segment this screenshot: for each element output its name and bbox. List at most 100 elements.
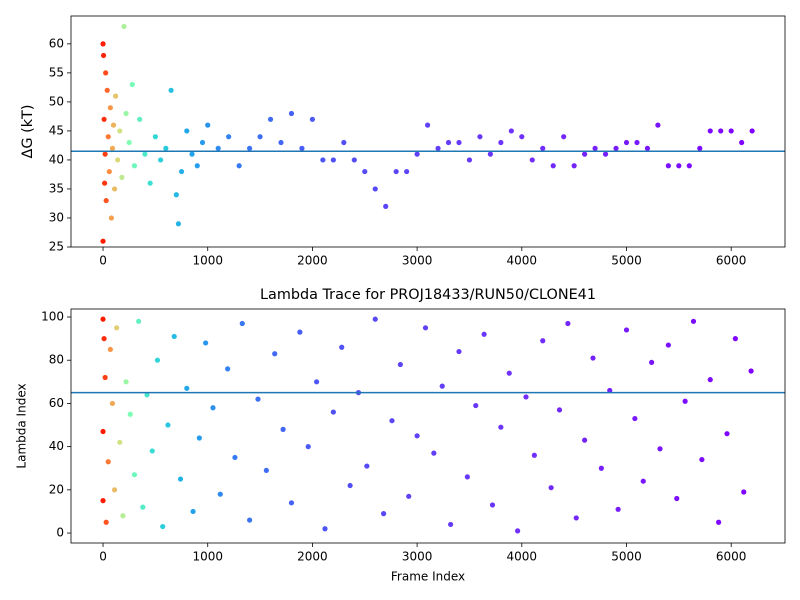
point xyxy=(381,511,387,517)
point xyxy=(439,383,445,389)
point xyxy=(372,186,378,192)
point xyxy=(210,405,216,411)
point xyxy=(406,493,412,499)
point xyxy=(144,392,150,398)
point xyxy=(297,329,303,335)
point xyxy=(748,368,754,374)
x-tick-label: 6000 xyxy=(716,254,747,268)
point xyxy=(101,336,107,342)
point xyxy=(117,128,123,134)
point xyxy=(117,439,123,445)
y-tick-label: 35 xyxy=(49,181,64,195)
point xyxy=(126,139,132,146)
y-tick-label: 20 xyxy=(49,482,64,496)
point xyxy=(632,415,638,422)
point xyxy=(129,81,135,88)
axes-frame xyxy=(70,15,786,248)
point xyxy=(623,327,630,333)
point xyxy=(718,128,724,134)
point xyxy=(203,340,209,346)
y-tick-label: 80 xyxy=(49,353,64,367)
x-tick-label: 4000 xyxy=(507,550,538,564)
point xyxy=(131,163,138,169)
point xyxy=(103,519,109,525)
point xyxy=(613,145,619,151)
point xyxy=(299,145,305,151)
point xyxy=(602,151,609,157)
chart-title: Lambda Trace for PROJ18433/RUN50/CLONE41 xyxy=(260,287,596,303)
point xyxy=(136,318,142,324)
point xyxy=(393,168,399,175)
x-tick-label: 3000 xyxy=(402,254,433,268)
point xyxy=(110,122,117,128)
point xyxy=(314,379,320,385)
x-tick-label: 4000 xyxy=(507,254,538,268)
point xyxy=(109,400,116,407)
point xyxy=(119,174,125,180)
point xyxy=(697,145,703,151)
axes-frame xyxy=(70,308,786,544)
point xyxy=(320,157,326,163)
point xyxy=(489,502,496,508)
point xyxy=(739,139,745,146)
point xyxy=(682,398,688,404)
point xyxy=(100,428,106,435)
y-tick-label: 60 xyxy=(49,36,64,50)
point xyxy=(540,338,546,344)
point xyxy=(615,506,621,512)
point xyxy=(205,122,211,128)
point xyxy=(330,409,336,415)
point xyxy=(263,467,269,474)
point xyxy=(190,508,196,515)
point xyxy=(105,459,111,465)
point xyxy=(741,489,747,495)
point xyxy=(732,336,738,342)
point xyxy=(177,476,184,482)
x-tick-label: 6000 xyxy=(716,550,747,564)
point xyxy=(106,168,112,175)
x-tick-label: 5000 xyxy=(611,550,642,564)
point xyxy=(341,139,347,146)
y-tick-label: 40 xyxy=(49,439,64,453)
point xyxy=(523,394,529,400)
y-axis-label: Lambda Index xyxy=(15,383,29,468)
point xyxy=(272,351,278,357)
point xyxy=(531,452,537,458)
point xyxy=(217,491,223,497)
point xyxy=(247,145,253,151)
point xyxy=(127,411,133,417)
point xyxy=(108,215,115,221)
point xyxy=(573,515,579,521)
y-tick-label: 50 xyxy=(49,94,64,108)
point xyxy=(196,435,202,441)
point xyxy=(644,145,651,151)
point xyxy=(598,465,604,471)
point xyxy=(305,444,311,450)
point xyxy=(339,344,345,350)
point xyxy=(100,238,106,244)
point xyxy=(173,192,179,198)
x-axis-label: Frame Index xyxy=(391,570,465,584)
point xyxy=(623,139,630,146)
point xyxy=(163,145,169,151)
point xyxy=(728,128,734,134)
point xyxy=(657,446,663,452)
point xyxy=(699,456,705,463)
point xyxy=(232,454,238,461)
point xyxy=(707,128,713,134)
point xyxy=(100,498,106,504)
point xyxy=(665,163,671,169)
point xyxy=(168,87,174,93)
point xyxy=(239,320,245,327)
point xyxy=(288,500,295,506)
point xyxy=(149,448,155,454)
x-tick-label: 5000 xyxy=(611,254,642,268)
point xyxy=(515,528,521,534)
point xyxy=(414,151,420,157)
point xyxy=(114,325,120,331)
point xyxy=(571,163,577,169)
point xyxy=(364,463,370,469)
point xyxy=(154,357,161,363)
point xyxy=(424,122,431,128)
point xyxy=(487,151,493,157)
